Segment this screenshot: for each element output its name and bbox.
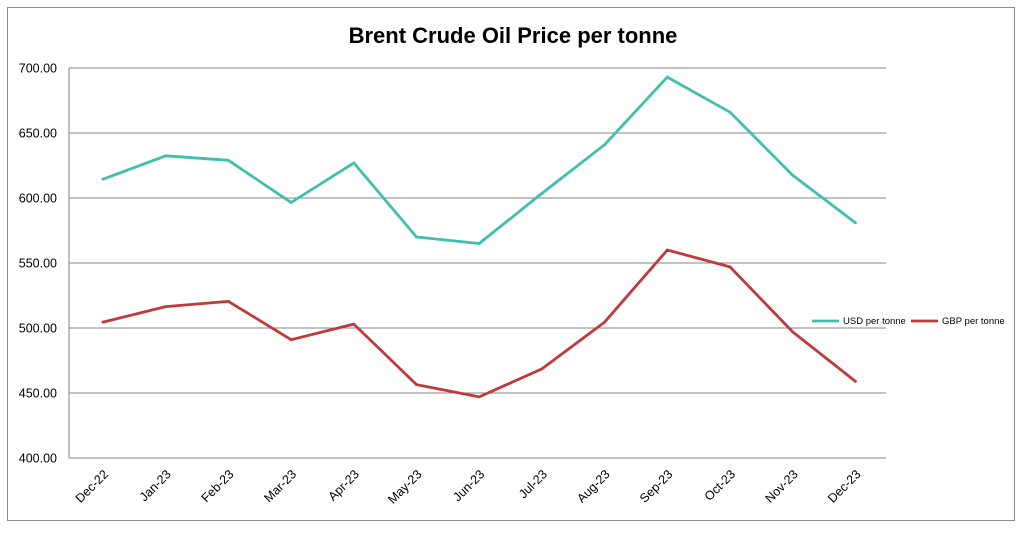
data-point — [289, 201, 293, 204]
x-tick-label: Apr-23 — [325, 467, 361, 503]
data-point — [665, 75, 669, 79]
data-point — [227, 158, 230, 162]
x-tick-label: Jun-23 — [450, 467, 487, 504]
data-point — [164, 305, 168, 308]
y-tick-label: 650.00 — [19, 127, 57, 141]
y-tick-label: 450.00 — [19, 387, 57, 401]
series-lines — [101, 75, 857, 399]
data-point — [603, 320, 606, 324]
y-tick-label: 700.00 — [19, 62, 57, 76]
x-tick-label: Mar-23 — [261, 467, 299, 505]
legend: USD per tonne GBP per tonne — [812, 316, 1005, 327]
data-point — [854, 221, 857, 225]
series-line-usd — [101, 75, 857, 245]
data-point — [728, 265, 732, 269]
x-tick-label: Feb-23 — [199, 467, 237, 505]
data-point — [352, 161, 356, 165]
series-line-gbp — [101, 248, 857, 399]
x-tick-label: Jan-23 — [137, 467, 174, 504]
x-tick-label: Aug-23 — [574, 467, 612, 505]
x-tick-label: Dec-22 — [73, 467, 111, 505]
data-point — [540, 367, 544, 371]
data-point — [854, 379, 857, 383]
data-point — [603, 143, 606, 147]
data-point — [289, 338, 293, 342]
y-tick-label: 600.00 — [19, 192, 57, 206]
x-tick-label: Nov-23 — [762, 467, 800, 505]
x-tick-label: Dec-23 — [825, 467, 863, 505]
y-axis-tick-labels: 400.00 450.00 500.00 550.00 600.00 650.00 700.… — [19, 62, 57, 466]
legend-label: GBP per tonne — [942, 316, 1005, 327]
data-point — [540, 192, 544, 195]
data-point — [665, 248, 669, 252]
x-axis-tick-labels: Dec-22 Jan-23 Feb-23 Mar-23 Apr-23 May-23 Jun-… — [73, 467, 864, 506]
x-tick-label: Jul-23 — [516, 467, 550, 501]
x-tick-label: Oct-23 — [702, 467, 738, 503]
data-point — [415, 383, 418, 386]
data-point — [791, 173, 795, 177]
y-tick-label: 400.00 — [19, 452, 57, 466]
data-point — [101, 177, 105, 181]
data-point — [227, 299, 230, 303]
data-point — [352, 322, 356, 326]
x-tick-label: Sep-23 — [637, 467, 675, 505]
data-point — [477, 242, 481, 245]
legend-label: USD per tonne — [843, 316, 906, 327]
x-tick-label: May-23 — [385, 467, 424, 506]
data-point — [728, 110, 732, 114]
chart-title: Brent Crude Oil Price per tonne — [349, 23, 678, 48]
data-point — [477, 395, 481, 399]
y-tick-label: 500.00 — [19, 322, 57, 336]
data-point — [101, 320, 105, 324]
data-point — [164, 154, 168, 158]
data-point — [415, 235, 418, 239]
gridlines — [68, 67, 886, 459]
chart-frame — [7, 7, 1015, 521]
data-point — [791, 330, 795, 334]
y-tick-label: 550.00 — [19, 257, 57, 271]
